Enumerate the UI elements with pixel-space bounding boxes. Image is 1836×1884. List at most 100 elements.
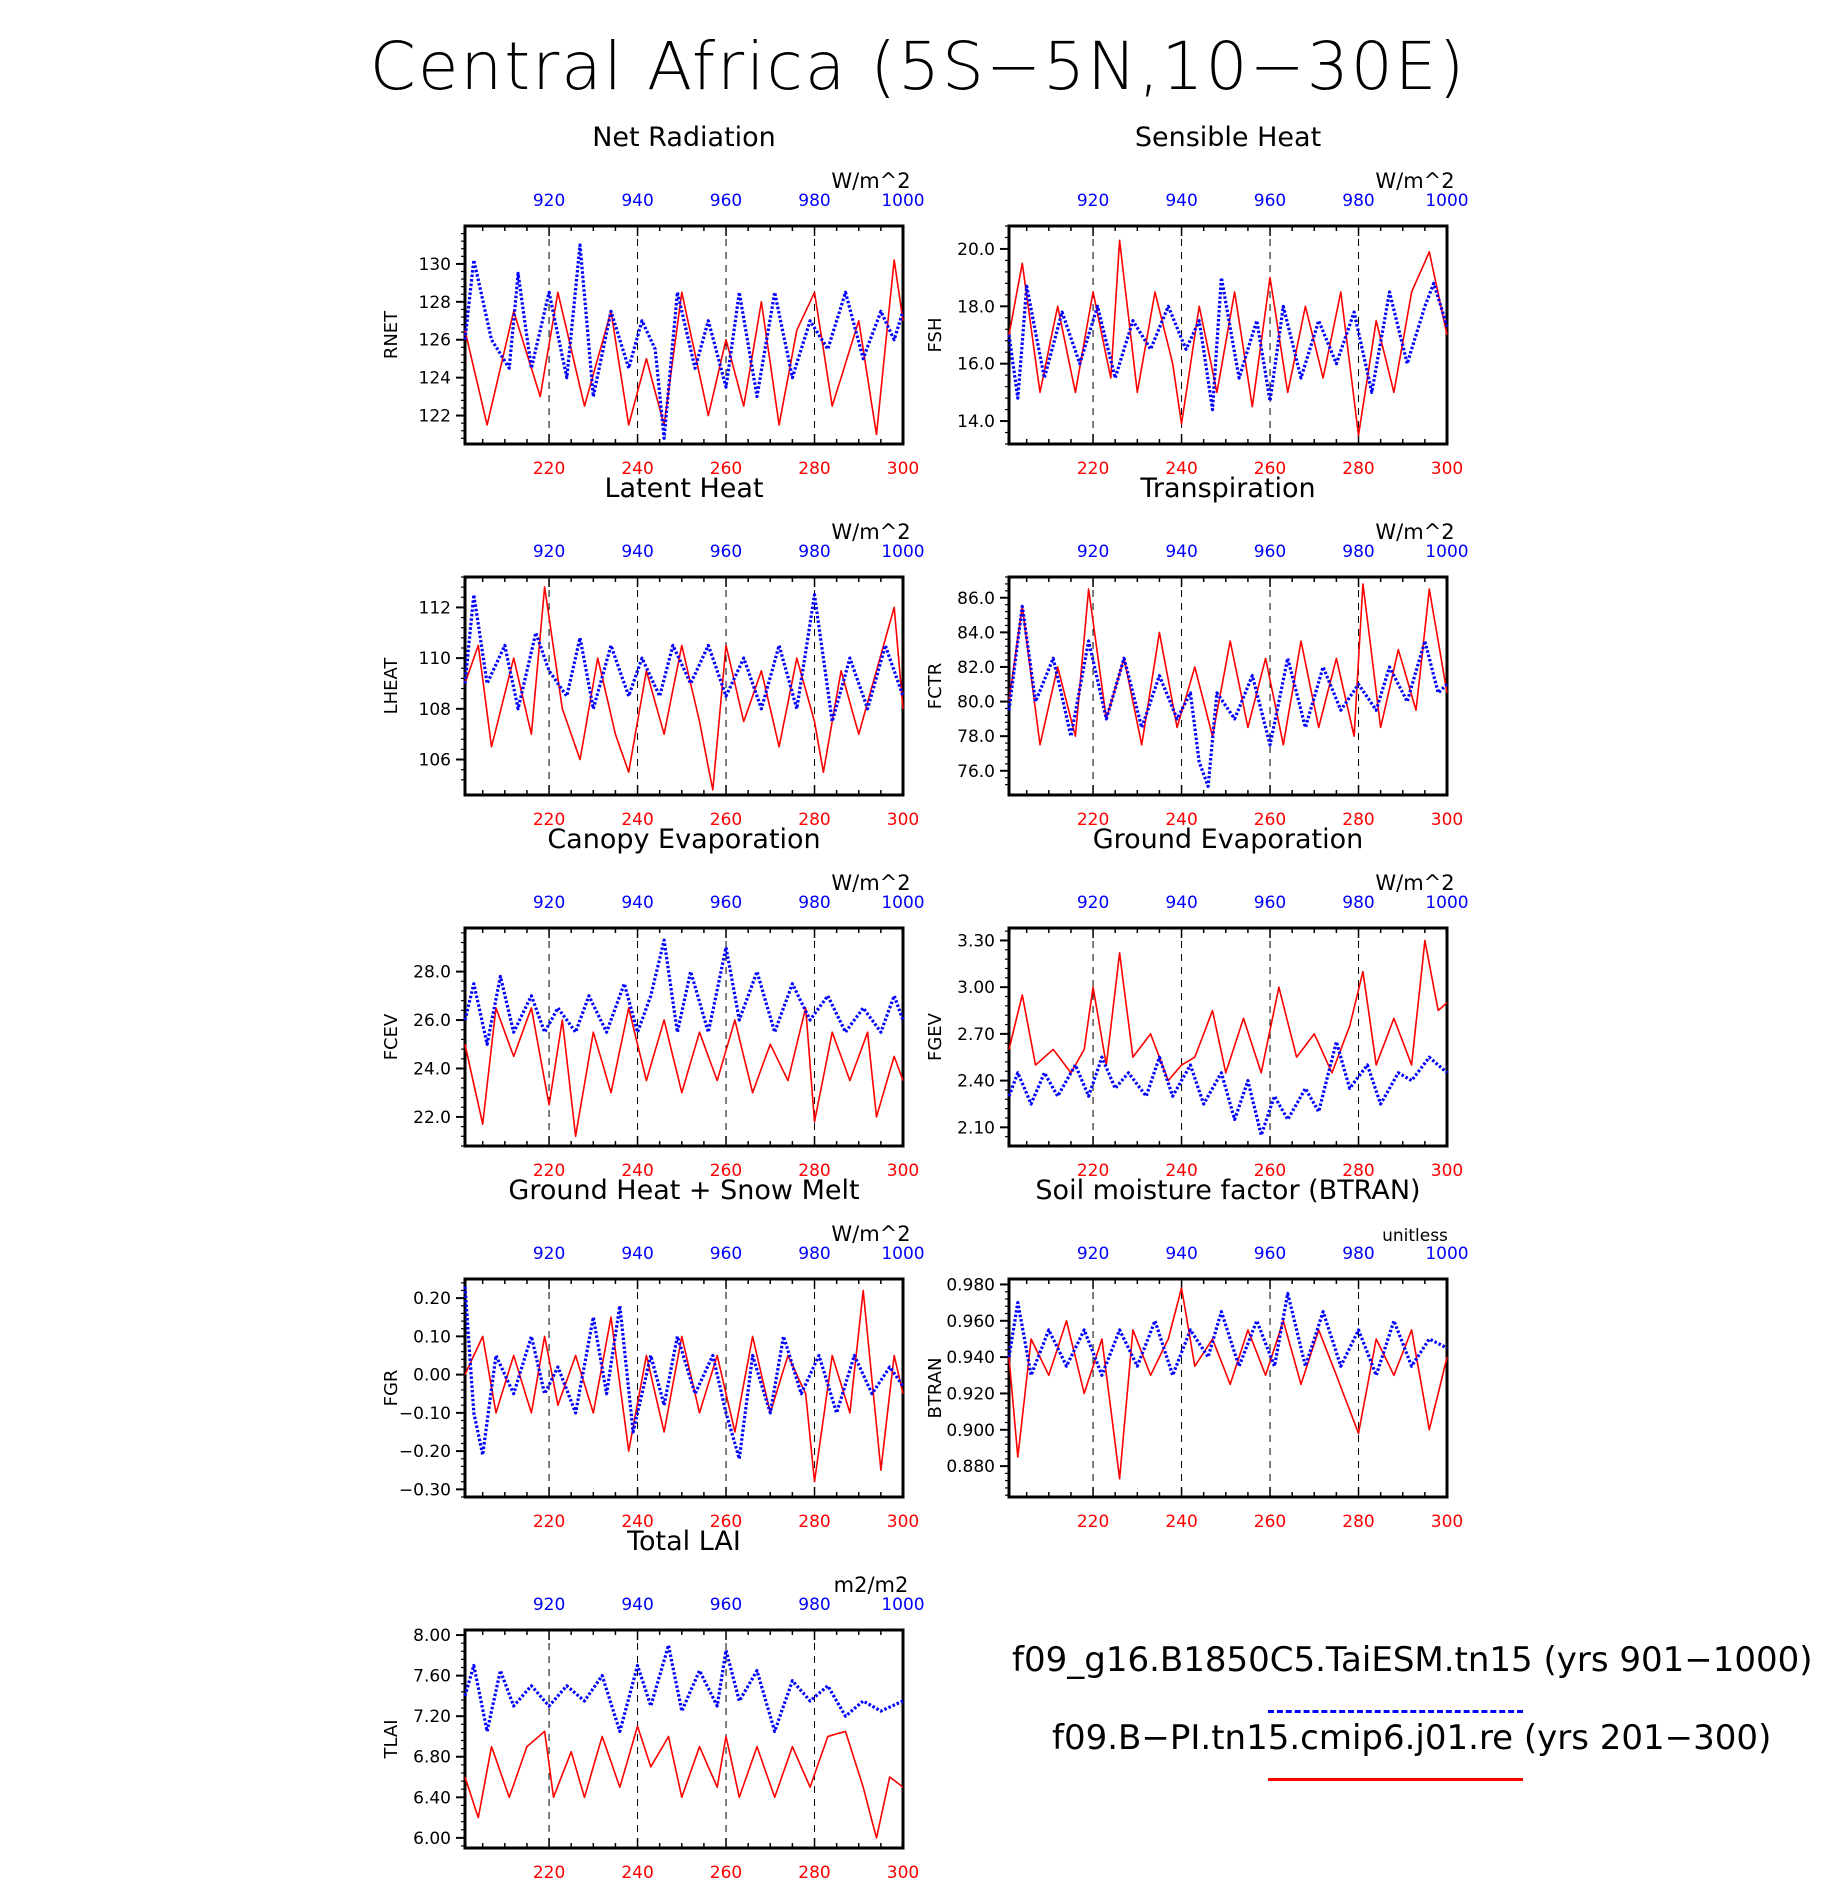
x2-tick-label: 1000 — [1425, 191, 1468, 211]
x2-tick-label: 980 — [798, 1595, 830, 1615]
units-label: W/m^2 — [831, 871, 910, 895]
y-tick-label: 16.0 — [957, 355, 995, 375]
x-tick-label: 220 — [533, 810, 565, 830]
x2-tick-label: 940 — [1165, 893, 1197, 913]
x-tick-label: 220 — [1077, 810, 1109, 830]
x-tick-label: 280 — [1342, 459, 1374, 479]
x-tick-label: 260 — [1254, 1161, 1286, 1181]
x-tick-label: 300 — [1431, 459, 1463, 479]
y-tick-label: 0.940 — [946, 1348, 995, 1368]
y-axis-label: TLAI — [381, 1719, 402, 1759]
y-tick-label: 26.0 — [413, 1011, 451, 1031]
chart-panel-btran: Soil moisture factor (BTRAN) unitless BTRA… — [925, 1175, 1469, 1532]
y-tick-label: 0.980 — [946, 1275, 995, 1295]
chart-panel-fsh: Sensible Heat W/m^2 FSH 220 240 260 280 300 920 9… — [925, 122, 1469, 479]
x-tick-label: 260 — [1254, 810, 1286, 830]
y-tick-label: 86.0 — [957, 589, 995, 609]
series-line-blue — [1007, 604, 1449, 788]
y-tick-label: 6.40 — [413, 1788, 451, 1808]
y-tick-label: 8.00 — [413, 1626, 451, 1646]
x2-tick-label: 1000 — [1425, 1244, 1468, 1264]
x2-tick-label: 960 — [1254, 1244, 1286, 1264]
y-tick-label: 122 — [419, 407, 451, 427]
x2-tick-label: 960 — [1254, 893, 1286, 913]
y-tick-label: 128 — [419, 293, 451, 313]
y-tick-label: 6.00 — [413, 1829, 451, 1849]
x-tick-label: 240 — [1165, 459, 1197, 479]
legend-label-blue: f09_g16.B1850C5.TaiESM.tn15 (yrs 901−100… — [1012, 1640, 1813, 1680]
y-tick-label: 3.30 — [957, 931, 995, 951]
chart-panel-fctr: Transpiration W/m^2 FCTR 220 240 260 280 300 920… — [925, 473, 1469, 830]
y-tick-label: 110 — [419, 649, 451, 669]
chart-title: Latent Heat — [604, 473, 763, 504]
x2-tick-label: 980 — [798, 1244, 830, 1264]
y-tick-label: −0.20 — [399, 1442, 451, 1462]
x2-tick-label: 980 — [798, 191, 830, 211]
y-axis-label: FSH — [925, 318, 946, 353]
x-tick-label: 260 — [710, 1863, 742, 1883]
y-axis-label: RNET — [381, 310, 402, 359]
y-axis-label: FCTR — [925, 663, 946, 709]
chart-title: Sensible Heat — [1135, 122, 1321, 153]
series-line-blue — [1007, 1040, 1449, 1137]
chart-panel-rnet: Net Radiation W/m^2 RNET 220 240 260 280 300 920… — [381, 122, 925, 479]
x-tick-label: 280 — [798, 459, 830, 479]
series-line-red — [464, 1289, 904, 1483]
x2-tick-label: 960 — [1254, 191, 1286, 211]
units-label: W/m^2 — [1375, 871, 1454, 895]
x-tick-label: 260 — [710, 1512, 742, 1532]
x-tick-label: 220 — [533, 459, 565, 479]
units-label: W/m^2 — [1375, 520, 1454, 544]
x-tick-label: 260 — [710, 459, 742, 479]
x-tick-label: 220 — [1077, 1161, 1109, 1181]
y-tick-label: 80.0 — [957, 693, 995, 713]
y-tick-label: 108 — [419, 700, 451, 720]
units-label: W/m^2 — [831, 169, 910, 193]
y-tick-label: 0.960 — [946, 1312, 995, 1332]
x-tick-label: 240 — [1165, 1512, 1197, 1532]
x-tick-label: 260 — [1254, 1512, 1286, 1532]
x-tick-label: 280 — [798, 1161, 830, 1181]
series-line-blue — [1007, 276, 1449, 412]
y-tick-label: 0.900 — [946, 1421, 995, 1441]
x-tick-label: 280 — [1342, 810, 1374, 830]
y-tick-label: 2.40 — [957, 1072, 995, 1092]
units-label: m2/m2 — [834, 1573, 909, 1597]
x2-tick-label: 960 — [710, 1595, 742, 1615]
series-line-blue — [463, 593, 905, 724]
x2-tick-label: 980 — [1342, 1244, 1374, 1264]
series-line-red — [464, 1725, 904, 1839]
y-tick-label: 78.0 — [957, 727, 995, 747]
x2-tick-label: 960 — [710, 191, 742, 211]
x2-tick-label: 960 — [710, 893, 742, 913]
x2-tick-label: 980 — [798, 893, 830, 913]
x-tick-label: 220 — [1077, 1512, 1109, 1532]
y-tick-label: 124 — [419, 369, 451, 389]
series-line-blue — [463, 243, 905, 440]
y-tick-label: 0.10 — [413, 1327, 451, 1347]
plot-frame — [1007, 575, 1449, 797]
legend-swatch-blue — [1268, 1710, 1523, 1713]
y-tick-label: 0.920 — [946, 1384, 995, 1404]
y-axis-label: FGEV — [925, 1012, 946, 1061]
y-tick-label: 20.0 — [957, 240, 995, 260]
chart-title: Total LAI — [626, 1526, 741, 1557]
series-line-red — [464, 259, 904, 436]
x-tick-label: 300 — [1431, 1512, 1463, 1532]
y-axis-label: LHEAT — [381, 657, 402, 715]
legend-swatch-red — [1268, 1778, 1523, 1781]
plot-frame — [463, 1277, 905, 1499]
plot-frame — [1007, 926, 1449, 1148]
x2-tick-label: 980 — [1342, 191, 1374, 211]
x-tick-label: 260 — [710, 1161, 742, 1181]
y-tick-label: 3.00 — [957, 978, 995, 998]
x2-tick-label: 920 — [1077, 1244, 1109, 1264]
y-axis-label: FCEV — [381, 1013, 402, 1060]
x-tick-label: 300 — [1431, 810, 1463, 830]
series-line-blue — [463, 1286, 905, 1461]
x2-tick-label: 920 — [533, 893, 565, 913]
x-tick-label: 300 — [1431, 1161, 1463, 1181]
y-axis-label: FGR — [381, 1370, 402, 1407]
y-tick-label: 82.0 — [957, 658, 995, 678]
x2-tick-label: 940 — [621, 1244, 653, 1264]
